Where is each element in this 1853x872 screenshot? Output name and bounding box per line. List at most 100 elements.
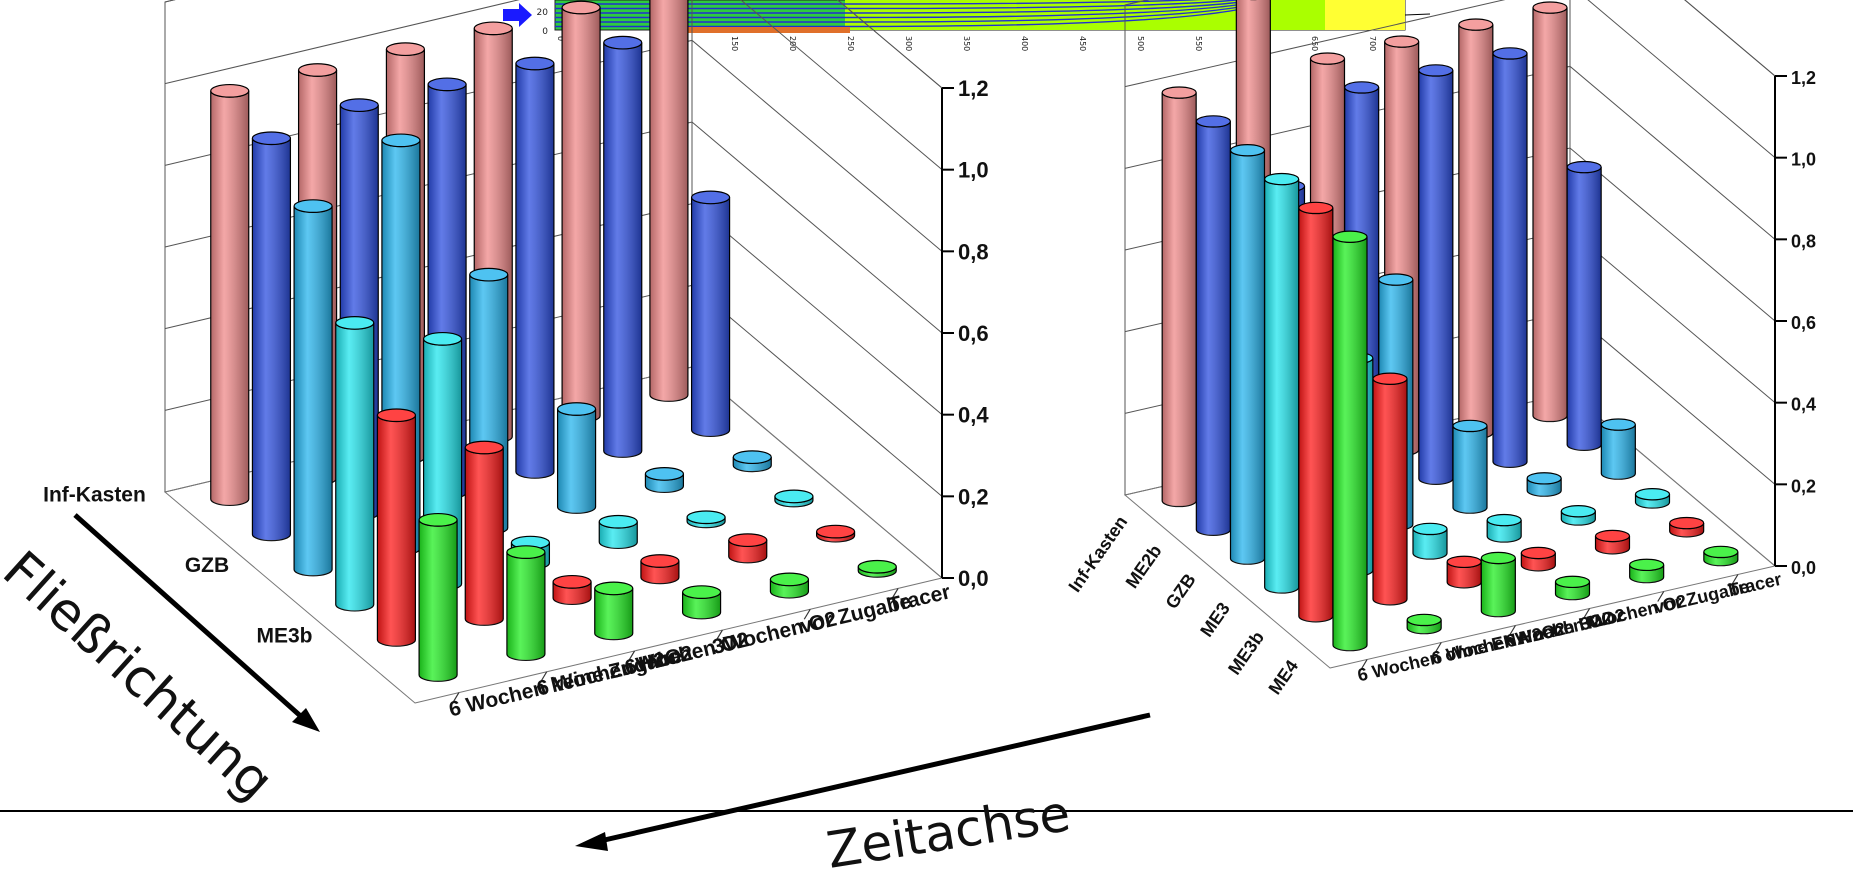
inset-flowline	[555, 5, 1256, 28]
row-tick-mark	[803, 608, 811, 620]
bar	[1486, 513, 1522, 543]
z-tick-label: 0,6	[958, 321, 989, 346]
bar	[1560, 505, 1596, 526]
column-label: ME3b	[256, 624, 312, 647]
inset-inflow-arrow	[503, 3, 532, 27]
bar-shading	[1481, 558, 1516, 617]
bar-top	[1594, 529, 1631, 543]
bar-top	[422, 331, 463, 346]
bar-shading	[1567, 167, 1602, 451]
bar-top	[732, 450, 772, 465]
inset-flowline	[555, 0, 1244, 10]
bar-shading	[1527, 478, 1562, 497]
row-label: 6 Wochen keine Zugabe	[447, 644, 685, 721]
inset-x-tick: 700	[1368, 36, 1377, 51]
bar-shading	[210, 90, 249, 506]
bar-top	[1634, 488, 1671, 501]
bar-top	[1532, 1, 1568, 14]
bar-top	[815, 524, 856, 539]
bar	[1458, 18, 1494, 440]
bar-shading	[252, 138, 291, 541]
bar-shading	[1418, 70, 1453, 485]
inset-source-bar	[670, 27, 850, 33]
bar	[728, 533, 768, 564]
bar-top	[769, 572, 810, 587]
column-label: ME2b	[1122, 541, 1166, 592]
column-label: ME3	[1196, 599, 1234, 641]
bar-shading	[1629, 564, 1664, 583]
bar-shading	[594, 588, 633, 640]
bar	[690, 190, 731, 438]
z-tick-label: 0,2	[958, 484, 989, 509]
bar-top	[728, 533, 768, 548]
bar	[1669, 516, 1705, 538]
bar-top	[1418, 64, 1454, 77]
bar	[293, 199, 333, 577]
bar-top	[210, 83, 250, 98]
bar-top	[469, 267, 509, 282]
bar-top	[297, 63, 338, 77]
bar-shading	[335, 322, 374, 611]
bar-top	[1480, 551, 1516, 565]
bar-shading	[1669, 523, 1704, 537]
bar-top	[686, 510, 726, 525]
bar-shading	[294, 206, 333, 576]
bar-top	[1406, 613, 1442, 627]
bar-top	[381, 133, 421, 148]
gridline	[1124, 0, 1776, 159]
bar-top	[1229, 144, 1266, 157]
bar-shading	[1162, 92, 1197, 507]
bar	[681, 585, 722, 620]
bar	[857, 559, 897, 578]
gridline	[164, 0, 943, 171]
bar-top	[556, 402, 597, 416]
row-tick-mark	[1731, 574, 1739, 585]
bar-top	[1600, 418, 1636, 431]
bar-shading	[1533, 7, 1567, 422]
bar	[1566, 160, 1602, 451]
time-axis-annotation: Zeitachse	[575, 712, 1151, 872]
bar	[1372, 372, 1408, 606]
bar	[644, 467, 685, 494]
bar-shading	[1453, 425, 1487, 514]
bar	[769, 572, 810, 599]
row-tick-mark	[715, 629, 723, 641]
bar-shading	[645, 473, 684, 493]
bar-top	[1332, 230, 1368, 243]
z-tick-label: 0,0	[958, 566, 989, 591]
z-tick-label: 0,2	[1791, 476, 1816, 496]
bar	[1332, 230, 1368, 652]
bar	[1520, 546, 1556, 572]
bar-shading	[1373, 378, 1407, 605]
bar-shading	[1264, 179, 1299, 594]
inset-x-tick: 400	[1020, 36, 1029, 51]
bar	[1229, 144, 1266, 565]
bar-shading	[506, 552, 545, 661]
bar-top	[506, 545, 546, 559]
bar-shading	[1413, 528, 1447, 560]
bar	[1446, 555, 1482, 589]
inset-x-tick: 500	[1136, 36, 1145, 51]
inset-flowline	[555, 3, 1256, 23]
column-label: GZB	[1162, 570, 1200, 613]
bar	[335, 316, 375, 612]
bar	[251, 131, 292, 542]
row-tick-mark	[628, 650, 636, 662]
column-label: GZB	[185, 554, 229, 577]
z-tick-label: 1,2	[958, 76, 989, 101]
bar	[603, 35, 643, 458]
bar-top	[1492, 47, 1528, 60]
bar-top	[427, 77, 467, 92]
bar-shading	[1521, 553, 1556, 571]
bar	[1264, 172, 1300, 594]
bar-top	[376, 408, 417, 423]
bar-top	[1554, 575, 1591, 589]
bar-top	[644, 467, 685, 481]
bar	[649, 0, 689, 402]
bar-shading	[562, 7, 601, 423]
row-tick-mark	[540, 671, 548, 683]
bar-top	[1298, 201, 1334, 215]
bar-shading	[1487, 520, 1522, 543]
